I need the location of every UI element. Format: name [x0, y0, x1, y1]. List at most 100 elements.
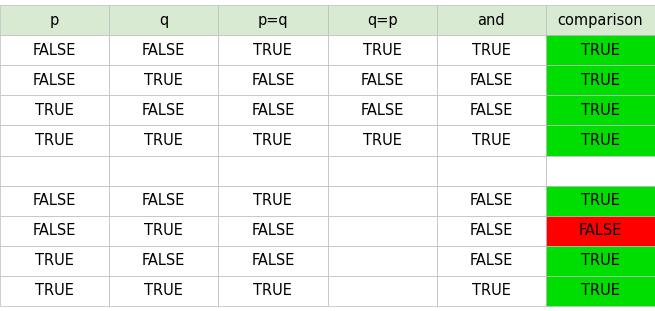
Text: TRUE: TRUE	[581, 133, 620, 148]
Bar	[437, 125, 546, 156]
Bar	[546, 95, 655, 125]
Bar	[437, 156, 546, 186]
Bar	[328, 276, 437, 306]
Text: TRUE: TRUE	[253, 133, 292, 148]
Bar	[437, 276, 546, 306]
Text: TRUE: TRUE	[581, 253, 620, 268]
Text: TRUE: TRUE	[144, 73, 183, 88]
Bar	[437, 95, 546, 125]
Text: TRUE: TRUE	[35, 253, 74, 268]
Text: FALSE: FALSE	[470, 223, 513, 238]
Bar	[0, 125, 109, 156]
Text: FALSE: FALSE	[142, 43, 185, 58]
Bar	[546, 5, 655, 35]
Text: FALSE: FALSE	[470, 253, 513, 268]
Bar	[109, 35, 218, 65]
Bar	[328, 125, 437, 156]
Text: FALSE: FALSE	[360, 103, 403, 118]
Bar	[218, 35, 328, 65]
Bar	[328, 186, 437, 216]
Text: TRUE: TRUE	[472, 283, 511, 299]
Bar	[109, 246, 218, 276]
Text: TRUE: TRUE	[35, 103, 74, 118]
Text: TRUE: TRUE	[253, 193, 292, 208]
Bar	[546, 35, 655, 65]
Bar	[546, 246, 655, 276]
Bar	[109, 5, 218, 35]
Bar	[218, 125, 328, 156]
Text: FALSE: FALSE	[142, 193, 185, 208]
Text: and: and	[477, 12, 505, 28]
Bar	[109, 125, 218, 156]
Bar	[0, 186, 109, 216]
Bar	[546, 216, 655, 246]
Text: TRUE: TRUE	[363, 43, 402, 58]
Bar	[218, 276, 328, 306]
Text: FALSE: FALSE	[252, 253, 295, 268]
Bar	[546, 276, 655, 306]
Bar	[328, 156, 437, 186]
Bar	[437, 65, 546, 95]
Text: TRUE: TRUE	[144, 283, 183, 299]
Text: q: q	[159, 12, 168, 28]
Bar	[218, 186, 328, 216]
Bar	[0, 5, 109, 35]
Bar	[0, 35, 109, 65]
Bar	[437, 246, 546, 276]
Bar	[218, 216, 328, 246]
Text: TRUE: TRUE	[472, 133, 511, 148]
Text: FALSE: FALSE	[142, 103, 185, 118]
Text: TRUE: TRUE	[363, 133, 402, 148]
Text: FALSE: FALSE	[33, 43, 76, 58]
Bar	[218, 95, 328, 125]
Bar	[109, 156, 218, 186]
Bar	[218, 156, 328, 186]
Bar	[546, 186, 655, 216]
Text: TRUE: TRUE	[144, 223, 183, 238]
Text: FALSE: FALSE	[33, 193, 76, 208]
Text: FALSE: FALSE	[252, 103, 295, 118]
Text: TRUE: TRUE	[581, 193, 620, 208]
Bar	[328, 65, 437, 95]
Bar	[218, 5, 328, 35]
Text: TRUE: TRUE	[144, 133, 183, 148]
Text: p: p	[50, 12, 59, 28]
Text: FALSE: FALSE	[142, 253, 185, 268]
Text: FALSE: FALSE	[252, 73, 295, 88]
Bar	[0, 276, 109, 306]
Text: FALSE: FALSE	[470, 103, 513, 118]
Bar	[109, 276, 218, 306]
Bar	[328, 5, 437, 35]
Text: FALSE: FALSE	[579, 223, 622, 238]
Bar	[218, 65, 328, 95]
Text: TRUE: TRUE	[581, 283, 620, 299]
Bar	[328, 216, 437, 246]
Bar	[328, 35, 437, 65]
Text: TRUE: TRUE	[472, 43, 511, 58]
Bar	[546, 65, 655, 95]
Bar	[0, 216, 109, 246]
Text: p=q: p=q	[257, 12, 288, 28]
Bar	[437, 5, 546, 35]
Bar	[0, 246, 109, 276]
Text: FALSE: FALSE	[470, 193, 513, 208]
Bar	[437, 216, 546, 246]
Text: FALSE: FALSE	[360, 73, 403, 88]
Text: TRUE: TRUE	[35, 283, 74, 299]
Text: TRUE: TRUE	[35, 133, 74, 148]
Bar	[328, 95, 437, 125]
Text: FALSE: FALSE	[33, 73, 76, 88]
Text: TRUE: TRUE	[581, 73, 620, 88]
Text: TRUE: TRUE	[581, 103, 620, 118]
Bar	[546, 125, 655, 156]
Text: FALSE: FALSE	[470, 73, 513, 88]
Text: TRUE: TRUE	[253, 283, 292, 299]
Bar	[109, 216, 218, 246]
Text: FALSE: FALSE	[33, 223, 76, 238]
Bar	[546, 156, 655, 186]
Text: TRUE: TRUE	[253, 43, 292, 58]
Text: q=p: q=p	[367, 12, 398, 28]
Text: comparison: comparison	[557, 12, 643, 28]
Text: FALSE: FALSE	[252, 223, 295, 238]
Bar	[0, 65, 109, 95]
